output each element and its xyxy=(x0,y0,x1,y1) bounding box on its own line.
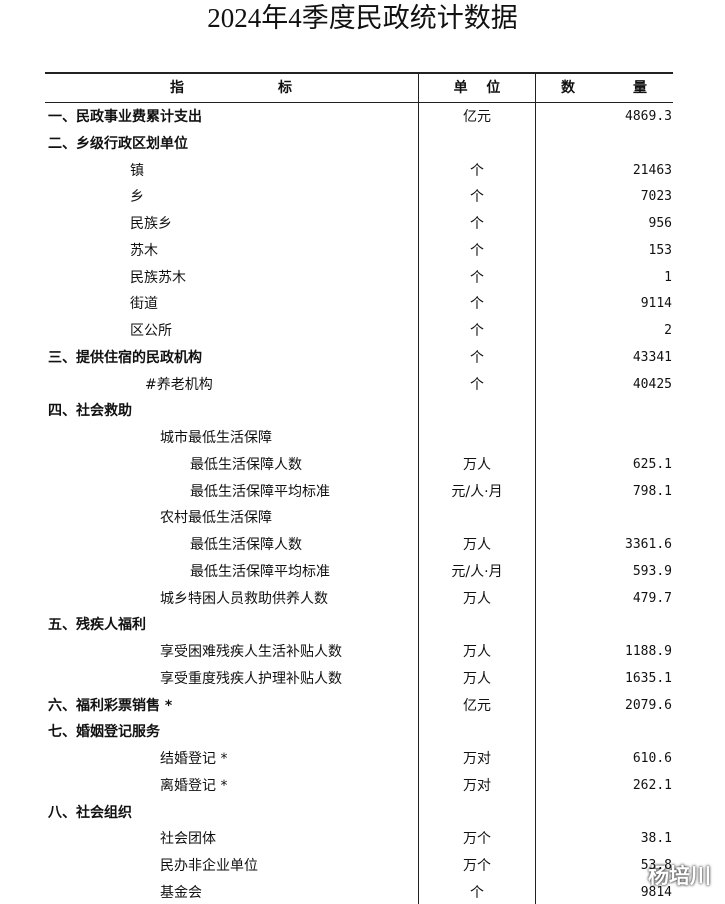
unit: 个 xyxy=(470,376,484,393)
row-label: 享受重度残疾人护理补贴人数 xyxy=(160,670,342,687)
row-label: 区公所 xyxy=(130,323,172,339)
unit: 个 xyxy=(470,884,484,901)
unit: 万人 xyxy=(463,537,491,553)
value: 7023 xyxy=(640,189,672,205)
row-label: 三、提供住宿的民政机构 xyxy=(48,349,202,366)
unit: 万人 xyxy=(463,456,491,473)
value: 53.8 xyxy=(640,858,672,873)
title: 2024年4季度民政统计数据 xyxy=(207,3,518,33)
value: 262.1 xyxy=(632,777,672,793)
value: 479.7 xyxy=(632,590,672,606)
unit: 万对 xyxy=(463,777,491,794)
unit: 万人 xyxy=(463,670,491,687)
value: 956 xyxy=(648,216,672,231)
row-label: 六、福利彩票销售 * xyxy=(48,697,173,714)
row-label: 街道 xyxy=(130,296,158,313)
unit: 亿元 xyxy=(463,109,491,125)
row-label: 四、社会救助 xyxy=(48,403,132,420)
unit: 个 xyxy=(470,269,484,286)
rule xyxy=(45,72,673,74)
row-label: 最低生活保障人数 xyxy=(190,537,302,553)
row-label: 最低生活保障平均标准 xyxy=(190,563,330,580)
row-label: 农村最低生活保障 xyxy=(160,510,272,527)
row-label: 城市最低生活保障 xyxy=(160,430,272,446)
value: 1 xyxy=(664,269,672,285)
unit: 亿元 xyxy=(463,697,491,714)
value: 1188.9 xyxy=(625,644,672,659)
value: 21463 xyxy=(632,162,672,178)
value: 40425 xyxy=(632,376,672,392)
unit: 个 xyxy=(470,189,484,206)
value: 610.6 xyxy=(632,751,672,766)
unit: 万对 xyxy=(463,751,491,767)
value: 9814 xyxy=(640,884,672,900)
value: 43341 xyxy=(632,349,672,365)
row-label: 城乡特困人员救助供养人数 xyxy=(160,590,328,607)
row-label: 八、社会组织 xyxy=(48,804,132,821)
value: 38.1 xyxy=(640,831,672,847)
row-label: 民族苏木 xyxy=(130,269,186,286)
row-label: 五、残疾人福利 xyxy=(48,617,146,634)
value: 2 xyxy=(664,323,672,338)
unit: 元/人·月 xyxy=(451,563,503,580)
row-label: 乡 xyxy=(130,189,144,206)
row-label: 基金会 xyxy=(160,884,202,901)
value: 9114 xyxy=(640,296,672,312)
row-label: #养老机构 xyxy=(145,376,213,393)
value: 2079.6 xyxy=(625,697,672,713)
watermark: 杨培川 xyxy=(648,864,711,888)
value: 798.1 xyxy=(632,483,672,499)
unit: 个 xyxy=(470,296,484,313)
rule xyxy=(45,102,673,103)
unit: 万个 xyxy=(463,858,491,874)
header: 量 xyxy=(633,80,647,96)
unit: 个 xyxy=(470,216,484,232)
row-label: 社会团体 xyxy=(160,831,216,848)
unit: 个 xyxy=(470,323,484,339)
header: 标 xyxy=(278,80,292,96)
value: 153 xyxy=(648,242,672,258)
unit: 个 xyxy=(470,242,484,259)
row-label: 最低生活保障人数 xyxy=(190,456,302,473)
unit: 万个 xyxy=(463,831,491,848)
row-label: 一、民政事业费累计支出 xyxy=(48,109,202,125)
value: 3361.6 xyxy=(625,537,672,552)
header: 数 xyxy=(561,80,575,96)
value: 1635.1 xyxy=(625,670,672,686)
row-label: 二、乡级行政区划单位 xyxy=(48,135,188,152)
row-label: 结婚登记 * xyxy=(160,751,228,767)
row-label: 七、婚姻登记服务 xyxy=(48,724,160,741)
row-label: 苏木 xyxy=(130,242,158,259)
header: 单 位 xyxy=(453,80,501,96)
row-label: 民族乡 xyxy=(130,216,172,232)
unit: 万人 xyxy=(463,644,491,660)
header: 指 xyxy=(170,80,184,96)
value: 593.9 xyxy=(632,563,672,579)
row-label: 民办非企业单位 xyxy=(160,858,258,874)
value: 625.1 xyxy=(632,456,672,472)
row-label: 享受困难残疾人生活补贴人数 xyxy=(160,644,342,660)
unit: 个 xyxy=(470,349,484,366)
rule xyxy=(418,72,419,904)
value: 4869.3 xyxy=(625,109,672,124)
unit: 元/人·月 xyxy=(451,483,503,500)
unit: 个 xyxy=(470,162,484,179)
row-label: 镇 xyxy=(130,162,144,179)
unit: 万人 xyxy=(463,590,491,607)
rule xyxy=(535,72,536,904)
row-label: 离婚登记 * xyxy=(160,777,228,794)
row-label: 最低生活保障平均标准 xyxy=(190,483,330,500)
